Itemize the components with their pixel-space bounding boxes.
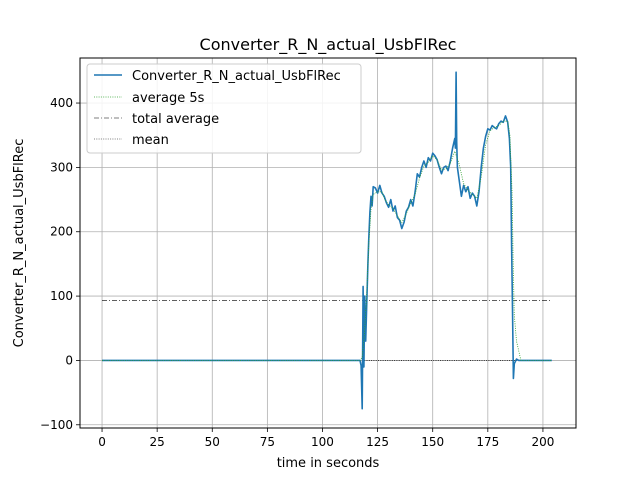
plot-frame (79, 57, 577, 429)
legend-box (86, 63, 362, 154)
x-tick-label: 25 (150, 435, 165, 449)
y-tick-label: 400 (50, 96, 73, 110)
x-axis-label: time in seconds (277, 456, 380, 471)
y-tick-label: −100 (40, 418, 73, 432)
series-group (102, 71, 552, 410)
series-line-converter-r-n-actual-usbflrec (102, 71, 552, 410)
series-line-average-5s (102, 120, 552, 361)
x-tick-label: 0 (98, 435, 106, 449)
y-tick-label: 100 (50, 289, 73, 303)
x-tick-label: 200 (531, 435, 554, 449)
legend-label-mean: mean (132, 133, 169, 148)
legend-label-total-average: total average (132, 112, 219, 127)
x-tick-label: 125 (366, 435, 389, 449)
y-axis-label: Converter_R_N_actual_UsbFlRec (12, 139, 27, 348)
x-tick-label: 75 (260, 435, 275, 449)
y-tick-label: 300 (50, 160, 73, 174)
x-tick-label: 100 (311, 435, 334, 449)
axis-ticks: 0 25 50 75 100 125 150 175 200 −100 0 100 200 300 400 (40, 96, 554, 449)
x-tick-label: 150 (421, 435, 444, 449)
y-tick-label: 200 (50, 225, 73, 239)
chart-title: Converter_R_N_actual_UsbFlRec (200, 35, 457, 55)
x-tick-label: 175 (476, 435, 499, 449)
legend-label-signal: Converter_R_N_actual_UsbFlRec (132, 69, 341, 84)
legend-label-average-5s: average 5s (132, 91, 205, 106)
legend: Converter_R_N_actual_UsbFlRec average 5s… (86, 63, 362, 154)
y-tick-label: 0 (65, 353, 73, 367)
x-tick-label: 50 (205, 435, 220, 449)
